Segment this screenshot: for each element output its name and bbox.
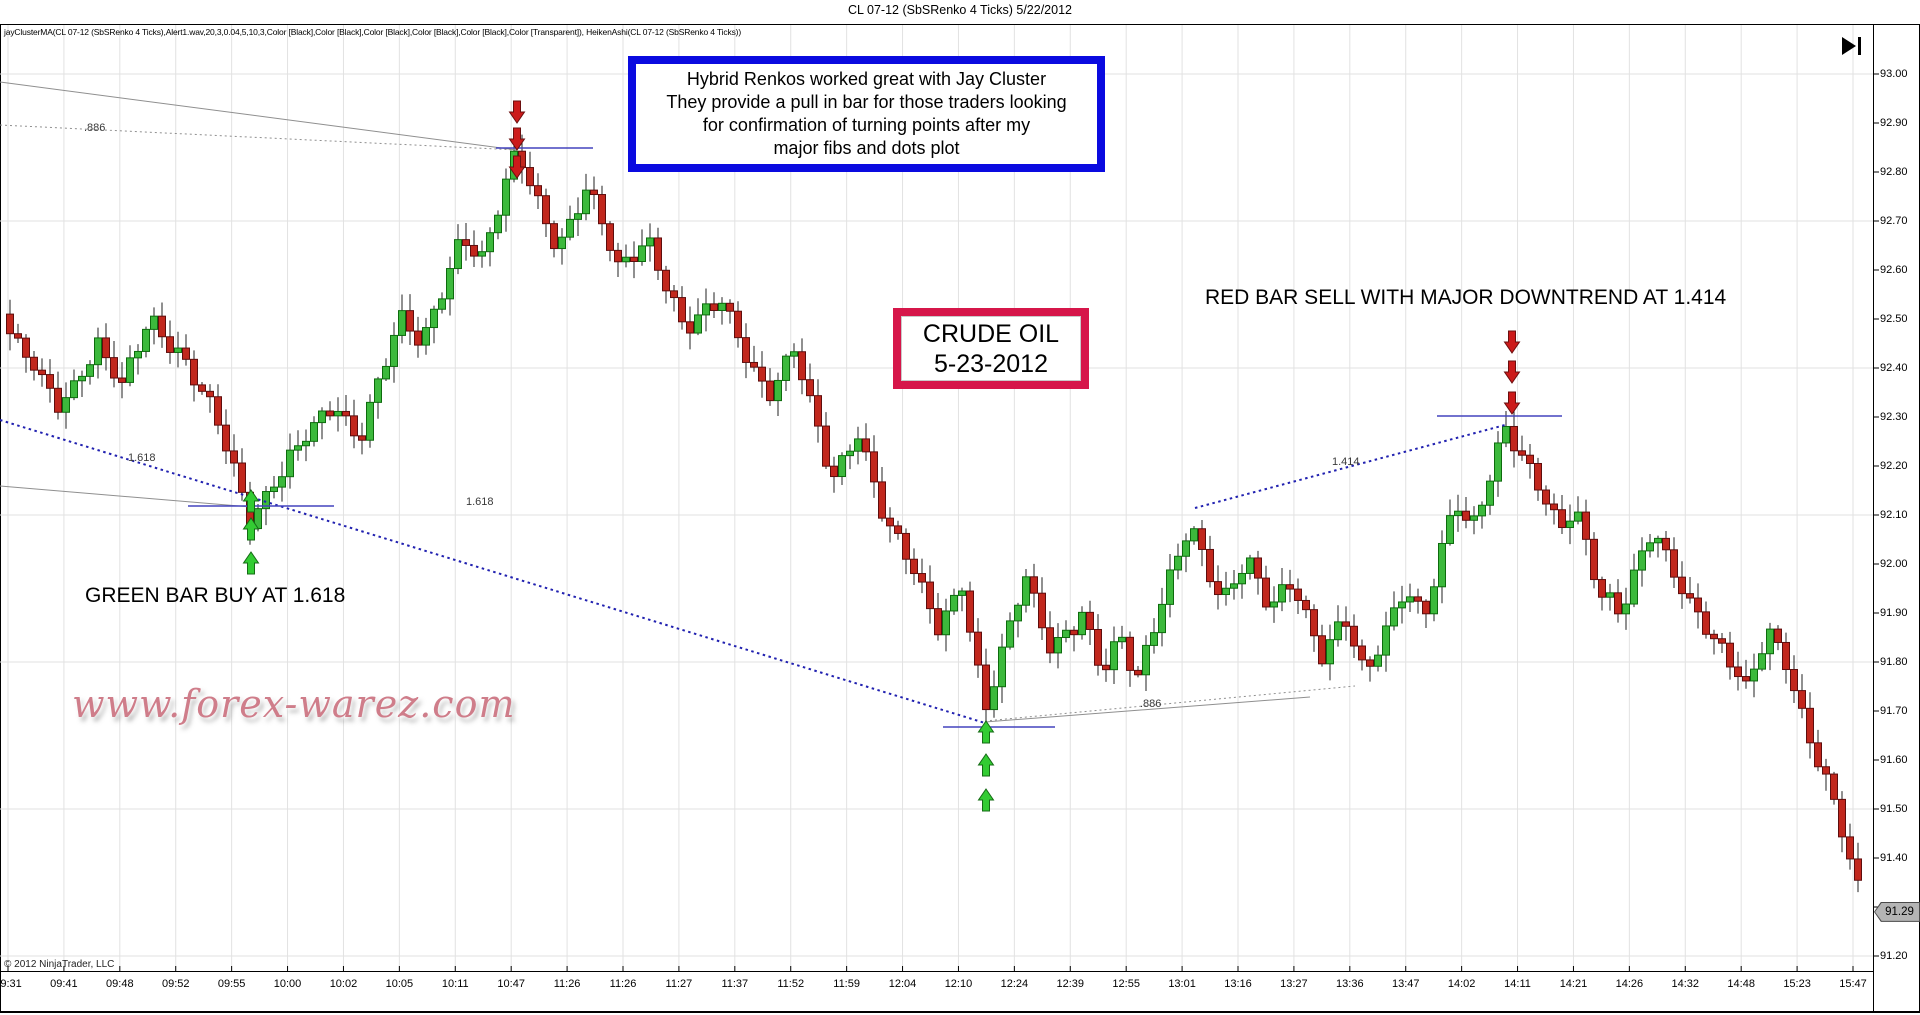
price-axis-label: 92.30 (1880, 410, 1908, 423)
price-axis-label: 92.20 (1880, 459, 1908, 472)
sell-arrow-icon (508, 100, 526, 124)
sell-arrow-icon (1503, 330, 1521, 354)
time-axis-label: 13:47 (1391, 978, 1420, 990)
sell-arrow-icon (1503, 360, 1521, 384)
buy-annotation-text[interactable]: GREEN BAR BUY AT 1.618 (85, 584, 346, 607)
time-axis-label: 10:02 (329, 978, 358, 990)
fib-ratio-label[interactable]: 1.618 (128, 452, 156, 464)
current-price-value: 91.29 (1885, 905, 1914, 918)
buy-arrow-icon (977, 788, 995, 812)
note-line: major fibs and dots plot (773, 138, 960, 158)
time-axis-label: 11:37 (721, 978, 749, 990)
time-axis-label: 10:00 (273, 978, 302, 990)
time-axis-label: 12:39 (1056, 978, 1085, 990)
price-axis-label: 92.40 (1880, 361, 1908, 374)
time-axis-label: 11:26 (609, 978, 637, 990)
note-line: They provide a pull in bar for those tra… (666, 92, 1067, 112)
price-axis-label: 92.90 (1880, 116, 1908, 129)
price-axis-label: 91.50 (1880, 802, 1908, 815)
fib-ratio-label[interactable]: 1.414 (1332, 456, 1360, 468)
time-axis-label: 12:04 (888, 978, 917, 990)
price-axis-label: 91.40 (1880, 851, 1908, 864)
time-axis-label: 14:02 (1447, 978, 1476, 990)
note-box-hybrid-renkos[interactable]: Hybrid Renkos worked great with Jay Clus… (628, 56, 1105, 172)
time-axis-label: 10:47 (497, 978, 525, 990)
price-axis-label: 92.60 (1880, 263, 1908, 276)
time-axis-label: 11:26 (553, 978, 581, 990)
time-axis-label: 09:52 (161, 978, 190, 990)
time-axis-label: 13:01 (1168, 978, 1196, 990)
price-axis-label: 92.10 (1880, 508, 1908, 521)
window-title: CL 07-12 (SbSRenko 4 Ticks) 5/22/2012 (848, 3, 1072, 17)
time-axis-label: 11:59 (833, 978, 860, 990)
price-axis-label: 92.50 (1880, 312, 1908, 325)
crude-oil-date: 5-23-2012 (934, 349, 1048, 378)
buy-arrow-icon (242, 517, 260, 541)
buy-arrow-icon (977, 720, 995, 744)
note-box-crude-oil-inner: CRUDE OIL 5-23-2012 (901, 316, 1081, 381)
time-axis-label: 15:23 (1783, 978, 1811, 990)
buy-arrow-icon (977, 753, 995, 777)
fib-ratio-label[interactable]: 1.618 (466, 496, 494, 508)
crude-oil-title: CRUDE OIL (922, 319, 1060, 348)
time-axis-label: 12:24 (1000, 978, 1029, 990)
indicator-label[interactable]: jayClusterMA(CL 07-12 (SbSRenko 4 Ticks)… (4, 27, 742, 37)
time-axis-label: 13:16 (1224, 978, 1252, 990)
time-axis-label: 11:52 (777, 978, 805, 990)
time-axis-label: 14:21 (1559, 978, 1588, 990)
play-icon[interactable] (1842, 37, 1861, 55)
price-axis-label: 91.60 (1880, 753, 1908, 766)
price-axis-label: 91.80 (1880, 655, 1908, 668)
fib-ratio-label[interactable]: .886 (84, 122, 106, 134)
price-axis-label: 92.00 (1880, 557, 1908, 570)
price-axis-label: 92.80 (1880, 165, 1908, 178)
time-axis-label: 09:31 (0, 978, 22, 990)
time-axis-label: 14:48 (1727, 978, 1755, 990)
time-axis-label: 12:10 (944, 978, 973, 990)
sell-arrow-icon (1503, 391, 1521, 415)
sell-arrow-icon (508, 155, 526, 179)
copyright-label: © 2012 NinjaTrader, LLC (4, 959, 115, 970)
fib-ratio-label[interactable]: .886 (1140, 698, 1162, 710)
note-line: for confirmation of turning points after… (702, 115, 1031, 135)
note-line: Hybrid Renkos worked great with Jay Clus… (686, 69, 1047, 89)
price-axis-label: 91.90 (1880, 606, 1908, 619)
sell-annotation-text[interactable]: RED BAR SELL WITH MAJOR DOWNTREND AT 1.4… (1205, 286, 1727, 309)
time-axis-label: 13:36 (1336, 978, 1364, 990)
time-axis-label: 09:41 (50, 978, 78, 990)
buy-arrow-icon (242, 489, 260, 513)
time-axis-label: 10:05 (385, 978, 414, 990)
play-bar-icon (1858, 37, 1861, 55)
watermark: www.forex-warez.com (72, 682, 516, 726)
play-triangle-icon (1842, 37, 1856, 55)
time-axis-label: 09:55 (217, 978, 246, 990)
time-axis-label: 12:55 (1112, 978, 1140, 990)
time-axis-label: 14:32 (1671, 978, 1700, 990)
time-axis-label: 14:11 (1504, 978, 1531, 990)
time-axis-label: 13:27 (1280, 978, 1308, 990)
time-axis-label: 14:26 (1615, 978, 1644, 990)
price-axis-label: 91.70 (1880, 704, 1908, 717)
price-axis-label: 91.20 (1880, 949, 1908, 962)
note-box-crude-oil[interactable]: CRUDE OIL 5-23-2012 (893, 308, 1089, 389)
current-price-marker: 91.29 (1874, 901, 1920, 922)
price-axis-label: 93.00 (1880, 67, 1908, 80)
buy-arrow-icon (242, 551, 260, 575)
time-axis-label: 11:27 (665, 978, 693, 990)
time-axis-label: 15:47 (1839, 978, 1867, 990)
time-axis-label: 09:48 (106, 978, 134, 990)
time-axis-label: 10:11 (441, 978, 469, 990)
sell-arrow-icon (508, 127, 526, 151)
price-axis-label: 92.70 (1880, 214, 1908, 227)
